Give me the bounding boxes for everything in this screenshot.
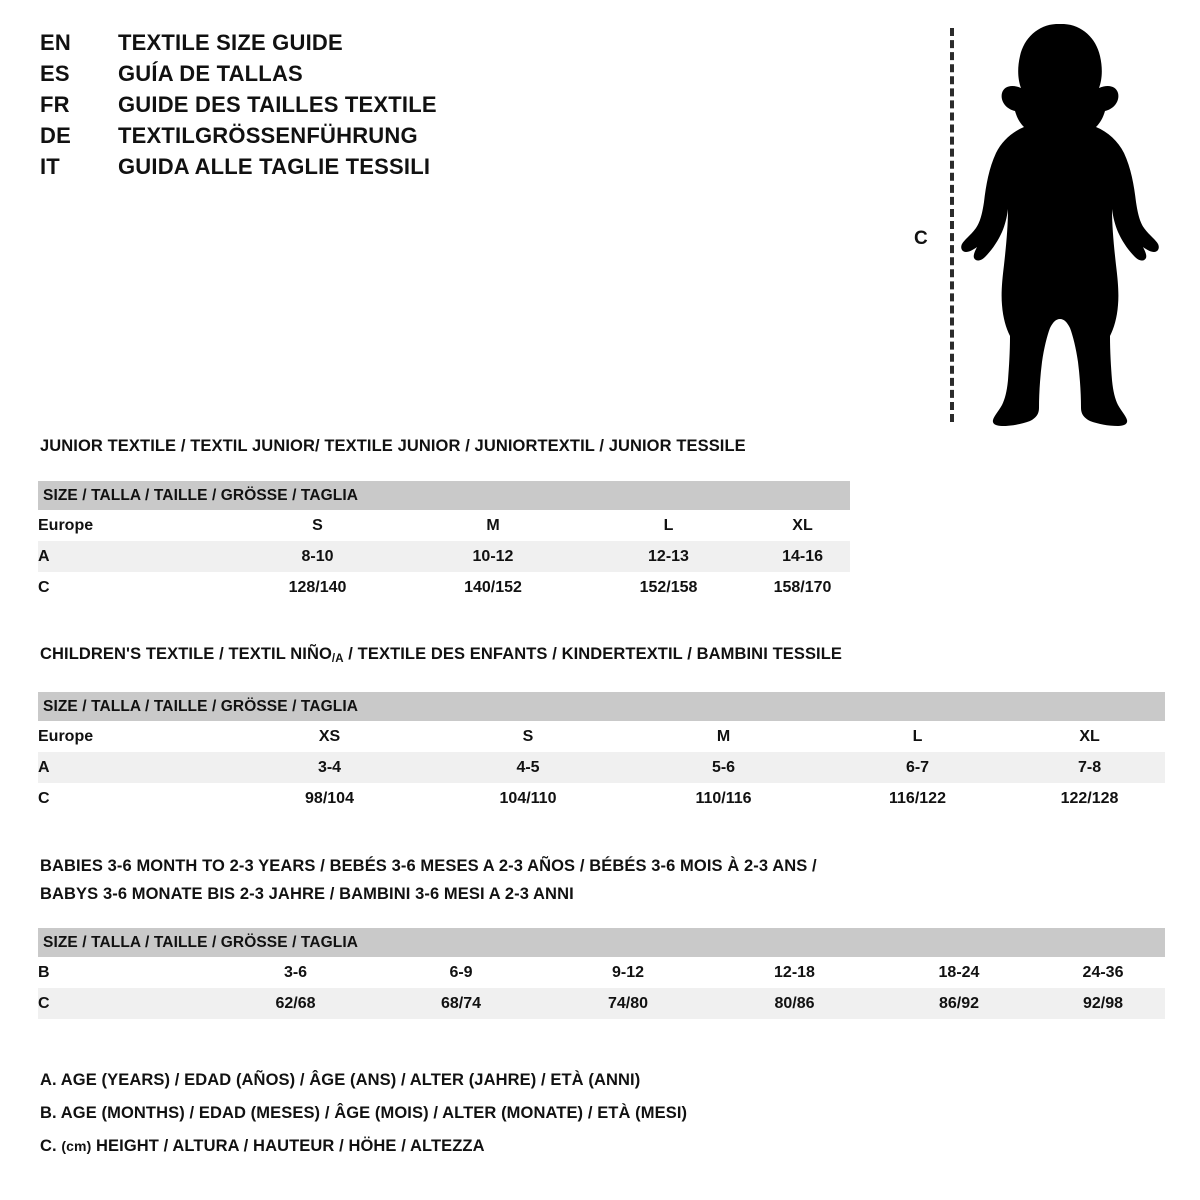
babies-row-label-b: B	[38, 957, 213, 988]
language-title-it: GUIDA ALLE TAGLIE TESSILI	[118, 154, 431, 179]
babies-row-label-c: C	[38, 988, 213, 1019]
children-europe-m: M	[626, 721, 821, 752]
language-code-en: EN	[40, 30, 71, 55]
legend-line-b: B. AGE (MONTHS) / EDAD (MESES) / ÂGE (MO…	[40, 1104, 688, 1122]
language-title-block: EN TEXTILE SIZE GUIDE ES GUÍA DE TALLAS …	[40, 30, 560, 185]
babies-c-col3: 74/80	[544, 988, 712, 1019]
babies-b-col1: 3-6	[213, 957, 378, 988]
junior-table-row-a: A 8-10 10-12 12-13 14-16	[38, 541, 851, 572]
children-a-xs: 3-4	[229, 752, 430, 783]
babies-size-table: SIZE / TALLA / TAILLE / GRÖSSE / TAGLIA …	[38, 928, 1166, 1019]
junior-c-xl: 158/170	[755, 572, 851, 603]
children-c-xl: 122/128	[1014, 783, 1166, 814]
babies-size-bar-label: SIZE / TALLA / TAILLE / GRÖSSE / TAGLIA	[38, 928, 1166, 957]
child-silhouette-icon	[961, 24, 1159, 426]
junior-europe-xl: XL	[755, 510, 851, 541]
language-title-en: TEXTILE SIZE GUIDE	[118, 30, 343, 55]
junior-a-m: 10-12	[404, 541, 582, 572]
babies-b-col2: 6-9	[378, 957, 544, 988]
babies-c-col1: 62/68	[213, 988, 378, 1019]
children-c-m: 110/116	[626, 783, 821, 814]
language-row-es: ES GUÍA DE TALLAS	[40, 61, 560, 92]
height-measure-label: C	[914, 228, 928, 249]
children-table-row-c: C 98/104 104/110 110/116 116/122 122/128	[38, 783, 1166, 814]
children-europe-xl: XL	[1014, 721, 1166, 752]
junior-c-l: 152/158	[582, 572, 755, 603]
babies-c-col4: 80/86	[712, 988, 877, 1019]
babies-table-header-bar: SIZE / TALLA / TAILLE / GRÖSSE / TAGLIA	[38, 928, 1166, 957]
language-code-fr: FR	[40, 92, 70, 117]
language-title-es: GUÍA DE TALLAS	[118, 61, 303, 86]
junior-europe-l: L	[582, 510, 755, 541]
language-code-it: IT	[40, 154, 60, 179]
section-title-junior: JUNIOR TEXTILE / TEXTIL JUNIOR/ TEXTILE …	[40, 437, 746, 455]
children-row-label-europe: Europe	[38, 721, 229, 752]
junior-a-l: 12-13	[582, 541, 755, 572]
junior-size-bar-label: SIZE / TALLA / TAILLE / GRÖSSE / TAGLIA	[38, 481, 851, 510]
babies-c-col6: 92/98	[1041, 988, 1166, 1019]
junior-row-label-a: A	[38, 541, 231, 572]
children-size-bar-label: SIZE / TALLA / TAILLE / GRÖSSE / TAGLIA	[38, 692, 1166, 721]
children-table-row-a: A 3-4 4-5 5-6 6-7 7-8	[38, 752, 1166, 783]
children-title-pre: CHILDREN'S TEXTILE / TEXTIL NIÑO	[40, 645, 332, 663]
junior-row-label-c: C	[38, 572, 231, 603]
children-table-header-bar: SIZE / TALLA / TAILLE / GRÖSSE / TAGLIA	[38, 692, 1166, 721]
children-row-label-c: C	[38, 783, 229, 814]
junior-row-label-europe: Europe	[38, 510, 231, 541]
legend-block: A. AGE (YEARS) / EDAD (AÑOS) / ÂGE (ANS)…	[40, 1064, 1160, 1163]
babies-b-col3: 9-12	[544, 957, 712, 988]
junior-table-row-c: C 128/140 140/152 152/158 158/170	[38, 572, 851, 603]
children-c-s: 104/110	[430, 783, 626, 814]
junior-a-s: 8-10	[231, 541, 404, 572]
children-c-l: 116/122	[821, 783, 1014, 814]
children-europe-l: L	[821, 721, 1014, 752]
legend-line-c: C. (cm) HEIGHT / ALTURA / HAUTEUR / HÖHE…	[40, 1130, 1160, 1163]
legend-c-unit: (cm)	[61, 1138, 92, 1154]
height-reference-line-icon	[950, 28, 954, 422]
section-title-children: CHILDREN'S TEXTILE / TEXTIL NIÑO/A / TEX…	[40, 645, 842, 665]
children-size-table: SIZE / TALLA / TAILLE / GRÖSSE / TAGLIA …	[38, 692, 1166, 814]
babies-c-col5: 86/92	[877, 988, 1041, 1019]
language-row-de: DE TEXTILGRÖSSENFÜHRUNG	[40, 123, 560, 154]
children-europe-s: S	[430, 721, 626, 752]
height-figure-area: C	[900, 10, 1160, 430]
babies-table-row-c: C 62/68 68/74 74/80 80/86 86/92 92/98	[38, 988, 1166, 1019]
language-row-fr: FR GUIDE DES TAILLES TEXTILE	[40, 92, 560, 123]
junior-table-row-europe: Europe S M L XL	[38, 510, 851, 541]
junior-europe-s: S	[231, 510, 404, 541]
babies-c-col2: 68/74	[378, 988, 544, 1019]
language-title-de: TEXTILGRÖSSENFÜHRUNG	[118, 123, 418, 148]
junior-a-xl: 14-16	[755, 541, 851, 572]
junior-table-header-bar: SIZE / TALLA / TAILLE / GRÖSSE / TAGLIA	[38, 481, 851, 510]
children-a-xl: 7-8	[1014, 752, 1166, 783]
section-title-babies-line2: BABYS 3-6 MONATE BIS 2-3 JAHRE / BAMBINI…	[40, 885, 574, 903]
children-a-s: 4-5	[430, 752, 626, 783]
legend-line-a: A. AGE (YEARS) / EDAD (AÑOS) / ÂGE (ANS)…	[40, 1071, 641, 1089]
children-a-m: 5-6	[626, 752, 821, 783]
language-code-es: ES	[40, 61, 70, 86]
babies-b-col6: 24-36	[1041, 957, 1166, 988]
section-title-babies-line1: BABIES 3-6 MONTH TO 2-3 YEARS / BEBÉS 3-…	[40, 857, 817, 875]
junior-europe-m: M	[404, 510, 582, 541]
children-row-label-a: A	[38, 752, 229, 783]
junior-size-table: SIZE / TALLA / TAILLE / GRÖSSE / TAGLIA …	[38, 481, 851, 603]
language-title-fr: GUIDE DES TAILLES TEXTILE	[118, 92, 437, 117]
language-code-de: DE	[40, 123, 71, 148]
babies-b-col4: 12-18	[712, 957, 877, 988]
children-title-sub: /A	[331, 653, 344, 665]
children-a-l: 6-7	[821, 752, 1014, 783]
legend-c-prefix: C.	[40, 1137, 62, 1155]
language-row-en: EN TEXTILE SIZE GUIDE	[40, 30, 560, 61]
babies-table-row-b: B 3-6 6-9 9-12 12-18 18-24 24-36	[38, 957, 1166, 988]
children-europe-xs: XS	[229, 721, 430, 752]
junior-c-s: 128/140	[231, 572, 404, 603]
language-row-it: IT GUIDA ALLE TAGLIE TESSILI	[40, 154, 560, 185]
junior-c-m: 140/152	[404, 572, 582, 603]
babies-b-col5: 18-24	[877, 957, 1041, 988]
children-table-row-europe: Europe XS S M L XL	[38, 721, 1166, 752]
children-title-post: / TEXTILE DES ENFANTS / KINDERTEXTIL / B…	[343, 645, 843, 663]
children-c-xs: 98/104	[229, 783, 430, 814]
legend-c-text: HEIGHT / ALTURA / HAUTEUR / HÖHE / ALTEZ…	[91, 1137, 485, 1155]
